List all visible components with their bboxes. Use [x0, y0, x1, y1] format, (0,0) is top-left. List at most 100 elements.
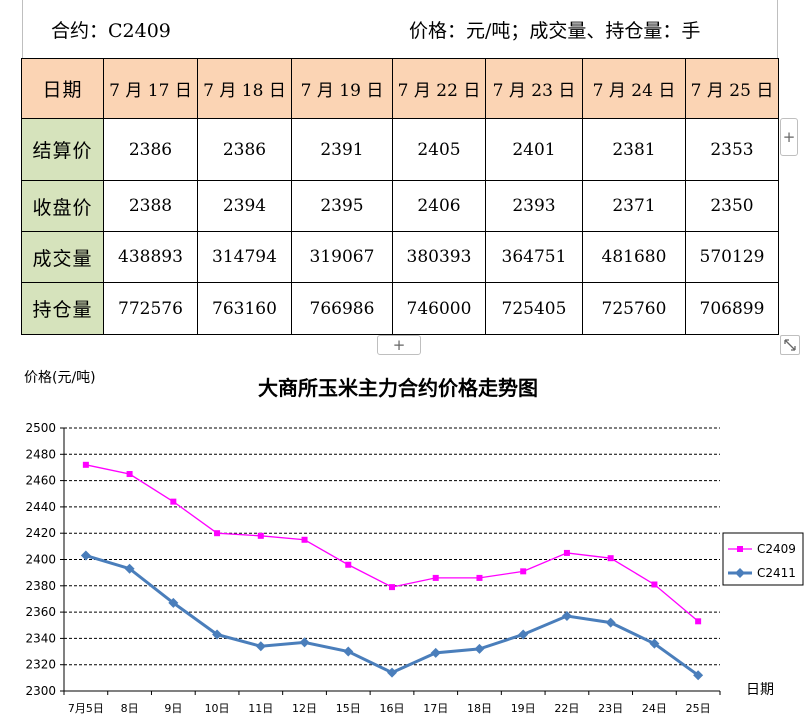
- table-cell: 570129: [685, 231, 779, 283]
- x-tick-label: 7月5日: [68, 702, 104, 715]
- row-label-volume: 成交量: [21, 231, 104, 283]
- table-cell: 706899: [685, 282, 779, 335]
- date-header: 7 月 18 日: [197, 58, 292, 119]
- table-header-bar: 合约：C2409 价格：元/吨；成交量、持仓量：手: [22, 0, 778, 58]
- table-row: 成交量 438893 314794 319067 380393 364751 4…: [21, 231, 779, 283]
- data-point: [212, 629, 223, 640]
- y-tick-label: 2500: [25, 421, 56, 435]
- table-cell: 746000: [392, 282, 486, 335]
- plus-icon: +: [392, 336, 406, 354]
- x-tick-label: 17日: [423, 702, 448, 715]
- table-cell: 2388: [103, 180, 198, 232]
- x-tick-label: 19日: [511, 702, 536, 715]
- contract-label: 合约：C2409: [51, 20, 171, 42]
- y-tick-label: 2420: [25, 526, 56, 540]
- data-point: [343, 646, 354, 657]
- legend-label: C2411: [757, 566, 796, 580]
- chart-legend: C2409 C2411: [722, 532, 804, 586]
- row-label-close: 收盘价: [21, 180, 104, 232]
- table-cell: 2371: [582, 180, 686, 232]
- y-tick-label: 2440: [25, 500, 56, 514]
- table-cell: 380393: [392, 231, 486, 283]
- data-point: [124, 563, 135, 574]
- table-row: 结算价 2386 2386 2391 2405 2401 2381 2353: [21, 118, 779, 181]
- date-header: 7 月 24 日: [582, 58, 686, 119]
- x-tick-label: 18日: [467, 702, 492, 715]
- units-label: 价格：元/吨；成交量、持仓量：手: [409, 20, 701, 42]
- date-header: 7 月 25 日: [685, 58, 779, 119]
- table-cell: 766986: [291, 282, 393, 335]
- table-cell: 2350: [685, 180, 779, 232]
- y-tick-label: 2360: [25, 605, 56, 619]
- date-header: 7 月 22 日: [392, 58, 486, 119]
- data-point: [430, 647, 441, 658]
- x-tick-label: 16日: [380, 702, 405, 715]
- legend-box: [722, 532, 804, 586]
- x-tick-label: 24日: [642, 702, 667, 715]
- table-cell: 725405: [485, 282, 583, 335]
- table-cell: 481680: [582, 231, 686, 283]
- chart-title: 大商所玉米主力合约价格走势图: [258, 376, 538, 400]
- table-row: 收盘价 2388 2394 2395 2406 2393 2371 2350: [21, 180, 779, 232]
- table-header-row: 日期 7 月 17 日 7 月 18 日 7 月 19 日 7 月 22 日 7…: [21, 58, 779, 119]
- data-point: [345, 561, 352, 568]
- x-axis-label: 日期: [746, 682, 774, 698]
- x-tick-label: 10日: [205, 702, 230, 715]
- data-point: [476, 574, 483, 581]
- y-tick-label: 2380: [25, 579, 56, 593]
- data-point: [693, 670, 704, 681]
- y-tick-label: 2320: [25, 658, 56, 672]
- data-point: [563, 549, 570, 556]
- x-tick-label: 15日: [336, 702, 361, 715]
- data-point: [389, 584, 395, 591]
- data-point: [607, 555, 614, 562]
- table-cell: 2386: [103, 118, 198, 181]
- series-line-c2411: [85, 554, 700, 677]
- data-point: [299, 637, 310, 648]
- data-point: [432, 574, 439, 581]
- price-table: 日期 7 月 17 日 7 月 18 日 7 月 19 日 7 月 22 日 7…: [21, 58, 779, 335]
- y-tick-label: 2480: [25, 447, 56, 461]
- x-tick-label: 23日: [598, 702, 623, 715]
- data-point: [695, 618, 702, 625]
- data-point: [214, 530, 221, 537]
- data-point: [518, 629, 529, 640]
- table-cell: 2353: [685, 118, 779, 181]
- data-point: [561, 611, 572, 622]
- data-point: [605, 617, 616, 628]
- data-point: [80, 550, 91, 561]
- corner-cell: 日期: [21, 58, 104, 119]
- data-point: [168, 597, 179, 608]
- y-tick-label: 2460: [25, 474, 56, 488]
- x-tick-label: 22日: [554, 702, 579, 715]
- table-row: 持仓量 772576 763160 766986 746000 725405 7…: [21, 282, 779, 335]
- resize-handle[interactable]: [780, 335, 800, 355]
- data-point: [649, 638, 660, 649]
- date-header: 7 月 19 日: [291, 58, 393, 119]
- x-tick-label: 8日: [121, 702, 139, 715]
- x-tick-label: 9日: [164, 702, 182, 715]
- data-point: [520, 568, 527, 575]
- table-cell: 772576: [103, 282, 198, 335]
- legend-marker: [737, 546, 743, 552]
- plus-icon: +: [782, 128, 796, 146]
- data-point: [651, 581, 658, 588]
- add-column-button[interactable]: +: [780, 118, 798, 156]
- y-tick-label: 2400: [25, 553, 56, 567]
- data-point: [255, 641, 266, 652]
- data-point: [301, 536, 308, 543]
- x-tick-label: 12日: [292, 702, 317, 715]
- y-axis-label: 价格(元/吨): [24, 370, 96, 386]
- row-label-settlement: 结算价: [21, 118, 104, 181]
- table-cell: 763160: [197, 282, 292, 335]
- x-tick-label: 25日: [686, 702, 711, 715]
- data-point: [257, 532, 264, 539]
- data-point: [474, 643, 485, 654]
- data-point: [387, 667, 397, 678]
- data-point: [170, 498, 177, 505]
- table-cell: 364751: [485, 231, 583, 283]
- resize-icon: [784, 339, 796, 351]
- add-row-button[interactable]: +: [377, 335, 421, 355]
- table-cell: 725760: [582, 282, 686, 335]
